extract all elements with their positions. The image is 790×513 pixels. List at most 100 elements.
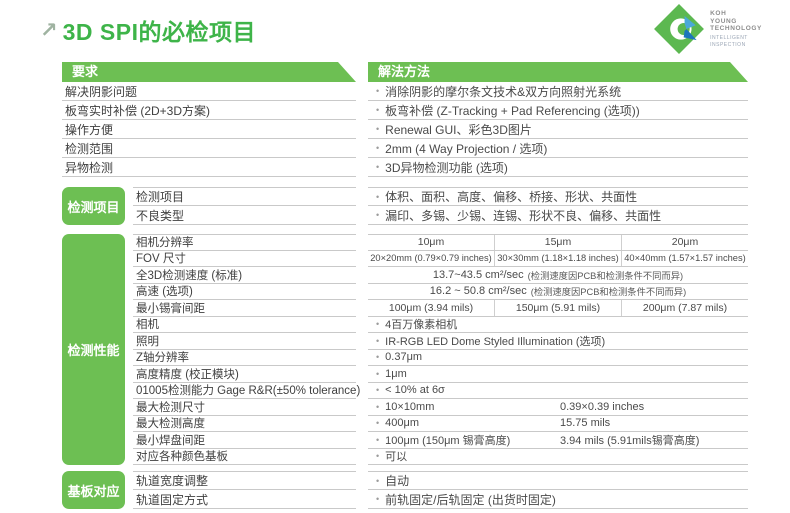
row-value-text: IR-RGB LED Dome Styled Illumination (选项): [385, 335, 606, 348]
spec-cell: 20×20mm (0.79×0.79 inches): [370, 253, 492, 264]
row-label: 异物检测: [62, 158, 356, 177]
row-value-text: 3D异物检测功能 (选项): [385, 160, 508, 175]
imperial-value: 0.39×0.39 inches: [560, 400, 645, 413]
row-value: 消除阴影的摩尔条文技术&双方向照射光系统: [368, 82, 748, 101]
row-value-merged: 16.2 ~ 50.8 cm²/sec (检测速度因PCB和检测条件不同而异): [368, 284, 748, 300]
row-label: 相机分辨率: [133, 234, 356, 251]
table-row: 最大检测高度 400μm 15.75 mils: [133, 416, 790, 432]
table-row: 检测范围 2mm (4 Way Projection / 选项): [62, 139, 790, 158]
north-east-arrow-icon: ↗: [40, 18, 58, 42]
row-value-text: 100μm (150μm 锡膏高度): [385, 434, 511, 447]
metric-value: 100μm (150μm 锡膏高度): [368, 432, 558, 448]
table-row: 对应各种颜色基板 可以: [133, 449, 790, 465]
row-label: 相机: [133, 317, 356, 333]
row-label: FOV 尺寸: [133, 251, 356, 267]
row-value-note: (检测速度因PCB和检测条件不同而异): [527, 270, 684, 281]
logo-tagline: INTELLIGENT INSPECTION: [710, 35, 762, 48]
koh-young-logo-mark: [654, 4, 705, 54]
spec-cell: 40×40mm (1.57×1.57 inches): [621, 250, 748, 266]
section-rows: 相机分辨率 10μm 15μm 20μm FOV 尺寸 20×20mm (0.7…: [133, 234, 790, 465]
row-label: 不良类型: [133, 206, 356, 225]
row-value-text: 消除阴影的摩尔条文技术&双方向照射光系统: [385, 84, 622, 99]
row-label: 照明: [133, 333, 356, 350]
imperial-value: 15.75 mils: [560, 417, 611, 430]
logo-line-koh: KOH: [710, 10, 727, 18]
row-value: 板弯补偿 (Z-Tracking + Pad Referencing (选项)): [368, 101, 748, 120]
row-label: 最大检测高度: [133, 416, 356, 432]
requirements-header: 要求: [62, 62, 356, 82]
table-row: 相机分辨率 10μm 15μm 20μm: [133, 234, 790, 251]
row-label: 最小锡膏间距: [133, 300, 356, 317]
table-row: 异物检测 3D异物检测功能 (选项): [62, 158, 790, 177]
row-label: 高度精度 (校正模块): [133, 366, 356, 383]
row-label: 轨道宽度调整: [133, 471, 356, 490]
row-value-text: 漏印、多锡、少锡、连锡、形状不良、偏移、共面性: [385, 208, 662, 223]
row-label: 检测项目: [133, 187, 356, 206]
spec-cell: 150μm (5.91 mils): [494, 300, 621, 316]
row-value: 前轨固定/后轨固定 (出货时固定): [368, 490, 748, 509]
row-label: 检测范围: [62, 139, 356, 158]
spec-cell: 30×30mm (1.18×1.18 inches): [494, 250, 621, 266]
table-row: 轨道固定方式 前轨固定/后轨固定 (出货时固定): [133, 490, 790, 509]
row-value: < 10% at 6σ: [368, 383, 748, 399]
row-value: 可以: [368, 449, 748, 465]
table-row: 高速 (选项) 16.2 ~ 50.8 cm²/sec (检测速度因PCB和检测…: [133, 284, 790, 300]
table-row: 最小焊盘间距 100μm (150μm 锡膏高度) 3.94 mils (5.9…: [133, 432, 790, 449]
table-row: 解决阴影问题 消除阴影的摩尔条文技术&双方向照射光系统: [62, 82, 790, 101]
row-label: 板弯实时补偿 (2D+3D方案): [62, 101, 356, 120]
row-value-text: 体积、面积、高度、偏移、桥接、形状、共面性: [385, 190, 638, 204]
row-value: 3D异物检测功能 (选项): [368, 158, 748, 177]
metric-value: 10×10mm: [368, 401, 558, 413]
logo-tagline-line1: INTELLIGENT: [710, 34, 748, 41]
section-inspection-items: 检测项目 检测项目 体积、面积、高度、偏移、桥接、形状、共面性 不良类型 漏印、…: [62, 187, 790, 225]
table-row: 板弯实时补偿 (2D+3D方案) 板弯补偿 (Z-Tracking + Pad …: [62, 101, 790, 120]
row-value-note: (检测速度因PCB和检测条件不同而异): [530, 287, 687, 298]
logo-line-young: YOUNG: [710, 17, 737, 25]
table-row: 相机 4百万像素相机: [133, 317, 790, 333]
spec-cell: 10μm: [417, 236, 445, 249]
section-rows: 检测项目 体积、面积、高度、偏移、桥接、形状、共面性 不良类型 漏印、多锡、少锡…: [133, 187, 790, 225]
logo-tagline-line2: INSPECTION: [710, 41, 746, 48]
table-row: 照明 IR-RGB LED Dome Styled Illumination (…: [133, 333, 790, 350]
row-label: 轨道固定方式: [133, 490, 356, 509]
row-value-text: 13.7~43.5 cm²/sec: [432, 268, 524, 281]
row-value-2col: 100μm (150μm 锡膏高度) 3.94 mils (5.91mils锡膏…: [368, 432, 748, 449]
row-label: 高速 (选项): [133, 284, 356, 300]
row-value: 4百万像素相机: [368, 317, 748, 333]
page-title-group: ↗ 3D SPI的必检项目: [40, 13, 256, 47]
table-row: 操作方便 Renewal GUI、彩色3D图片: [62, 120, 790, 139]
row-value-text: 可以: [385, 451, 408, 464]
row-value-3col: 10μm 15μm 20μm: [368, 234, 748, 251]
row-value-text: 前轨固定/后轨固定 (出货时固定): [385, 492, 556, 507]
row-label: 解决阴影问题: [62, 82, 356, 101]
table-row: Z轴分辨率 0.37μm: [133, 350, 790, 366]
table-row: 不良类型 漏印、多锡、少锡、连锡、形状不良、偏移、共面性: [133, 206, 790, 225]
row-value-text: 板弯补偿 (Z-Tracking + Pad Referencing (选项)): [385, 103, 640, 118]
row-value-text: 4百万像素相机: [385, 319, 458, 332]
imperial-value: 3.94 mils (5.91mils锡膏高度): [560, 434, 700, 447]
row-value-text: 400μm: [385, 417, 420, 430]
koh-young-logo-text: KOH YOUNG TECHNOLOGY INTELLIGENT INSPECT…: [710, 10, 762, 48]
table-row: FOV 尺寸 20×20mm (0.79×0.79 inches) 30×30m…: [133, 250, 790, 267]
section-label-badge: 检测项目: [62, 187, 125, 225]
spec-cell: 20μm: [621, 235, 748, 250]
row-label: 01005检测能力 Gage R&R(±50% tolerance): [133, 383, 360, 399]
requirements-table: 要求 解法方法 解决阴影问题 消除阴影的摩尔条文技术&双方向照射光系统 板弯实时…: [62, 62, 790, 177]
spec-cell: 15μm: [494, 235, 621, 250]
section-rows: 轨道宽度调整 自动 轨道固定方式 前轨固定/后轨固定 (出货时固定): [133, 471, 790, 509]
row-label: Z轴分辨率: [133, 350, 356, 366]
row-value-2col: 10×10mm 0.39×0.39 inches: [368, 399, 748, 416]
row-value: 0.37μm: [368, 350, 748, 366]
row-value: Renewal GUI、彩色3D图片: [368, 120, 748, 139]
section-inspection-performance: 检测性能 相机分辨率 10μm 15μm 20μm FOV 尺寸 20×20mm…: [62, 234, 790, 465]
row-value-text: 自动: [385, 474, 410, 488]
metric-value: 400μm: [368, 417, 558, 429]
row-value-text: 2mm (4 Way Projection / 选项): [385, 141, 548, 156]
logo-line-technology: TECHNOLOGY: [710, 25, 762, 33]
table-row: 检测项目 体积、面积、高度、偏移、桥接、形状、共面性: [133, 187, 790, 206]
logo-company-name: KOH YOUNG TECHNOLOGY: [710, 10, 762, 33]
row-value-text: 16.2 ~ 50.8 cm²/sec: [429, 285, 527, 298]
row-value-3col: 20×20mm (0.79×0.79 inches) 30×30mm (1.18…: [368, 250, 748, 267]
row-value-text: 0.37μm: [385, 351, 423, 364]
